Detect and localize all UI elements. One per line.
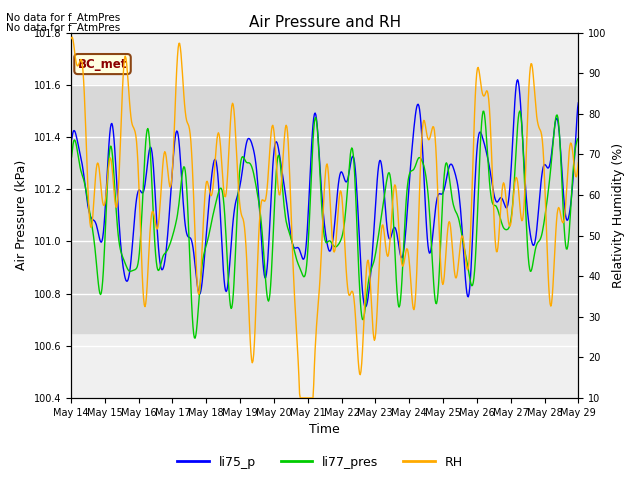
Y-axis label: Relativity Humidity (%): Relativity Humidity (%) xyxy=(612,143,625,288)
Text: No data for f_AtmPres: No data for f_AtmPres xyxy=(6,12,121,23)
Text: BC_met: BC_met xyxy=(78,58,127,71)
Text: No data for f_AtmPres: No data for f_AtmPres xyxy=(6,22,121,33)
Bar xyxy=(71,85,579,333)
Y-axis label: Air Pressure (kPa): Air Pressure (kPa) xyxy=(15,160,28,270)
Title: Air Pressure and RH: Air Pressure and RH xyxy=(248,15,401,30)
Legend: li75_p, li77_pres, RH: li75_p, li77_pres, RH xyxy=(172,451,468,474)
X-axis label: Time: Time xyxy=(309,423,340,436)
